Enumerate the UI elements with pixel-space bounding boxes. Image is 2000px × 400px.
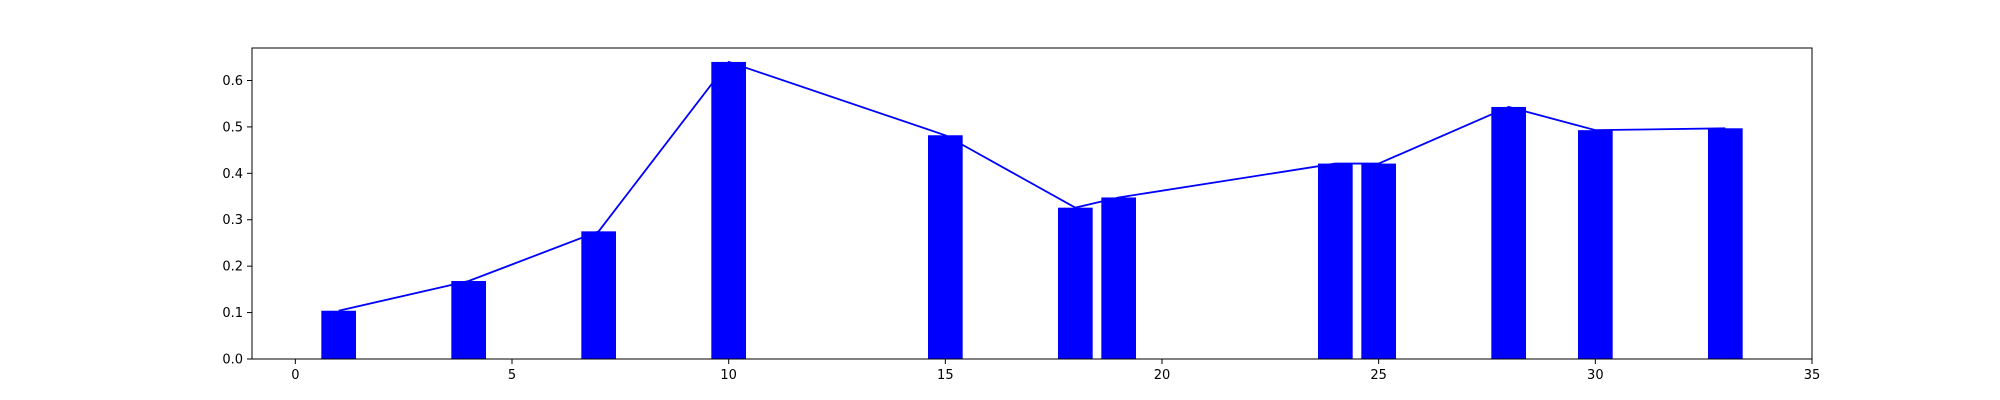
y-tick-label: 0.2	[222, 260, 243, 275]
bar-30	[1578, 130, 1613, 359]
x-tick-label: 35	[1804, 368, 1821, 383]
y-axis-ticks: 0.0 0.1 0.2 0.3 0.4 0.5 0.6	[222, 74, 252, 368]
bar-4	[451, 281, 486, 359]
bar-28	[1491, 106, 1526, 359]
x-tick-label: 30	[1587, 368, 1604, 383]
axes	[251, 47, 1813, 360]
bar-18	[1058, 207, 1093, 359]
bar-19	[1101, 197, 1136, 359]
x-tick-label: 10	[720, 368, 737, 383]
x-tick-label: 15	[937, 368, 954, 383]
y-tick-label: 0.4	[222, 167, 243, 182]
bar-24	[1318, 163, 1353, 359]
bar-33	[1708, 128, 1743, 359]
x-tick-label: 0	[291, 368, 299, 383]
x-tick-label: 5	[508, 368, 516, 383]
y-tick-label: 0.3	[222, 213, 243, 228]
x-tick-label: 25	[1370, 368, 1387, 383]
bar-series	[321, 61, 1743, 360]
bar-10	[711, 61, 746, 360]
y-tick-label: 0.5	[222, 120, 243, 135]
series-line	[338, 60, 1726, 312]
bar-25	[1361, 163, 1396, 359]
plot-frame	[251, 47, 1813, 360]
bar-1	[321, 310, 356, 359]
bar-7	[581, 231, 616, 359]
bar-15	[928, 135, 963, 359]
line-series	[338, 60, 1726, 312]
x-tick-label: 20	[1154, 368, 1171, 383]
x-axis-ticks: 0 5 10 15 20 25 30 35	[291, 359, 1820, 383]
y-tick-label: 0.0	[222, 353, 243, 368]
y-tick-label: 0.6	[222, 74, 243, 89]
y-tick-label: 0.1	[222, 306, 243, 321]
